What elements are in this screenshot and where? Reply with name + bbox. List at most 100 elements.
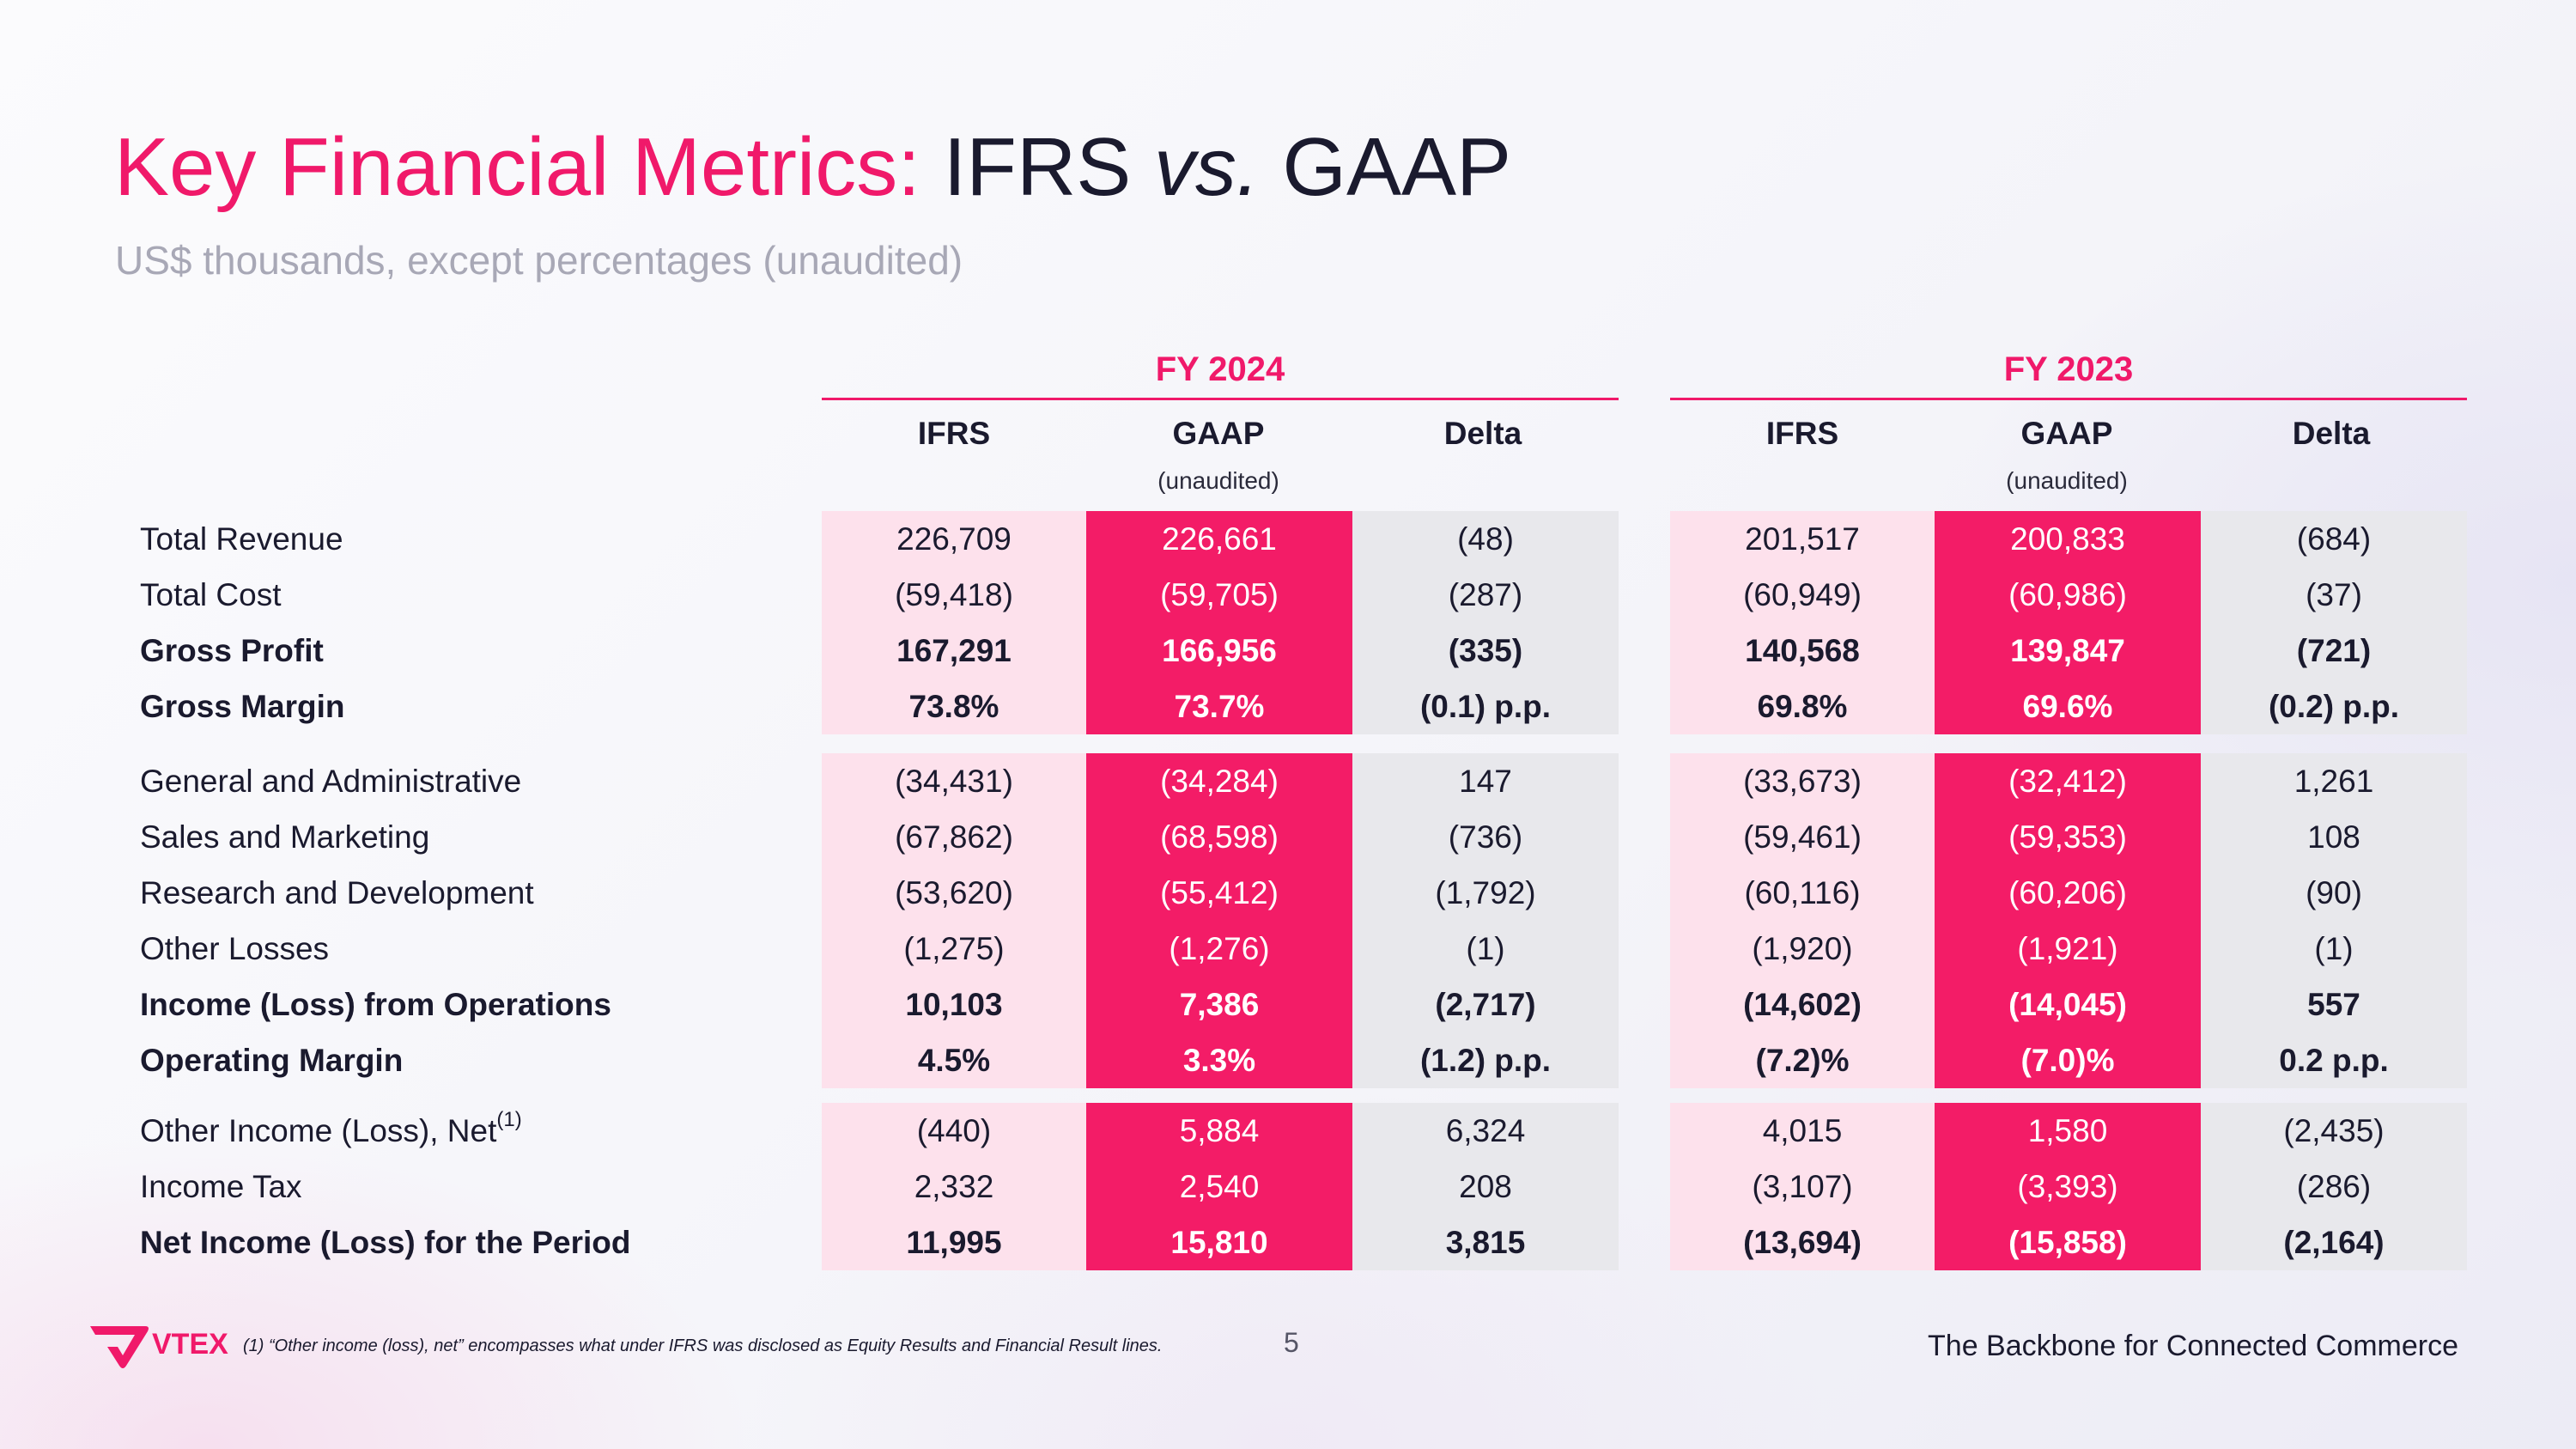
table-row: 10,103 7,386 (2,717) [822, 977, 1619, 1032]
delta-value: (90) [2306, 875, 2362, 910]
delta-column-fill [2201, 753, 2467, 1088]
delta-value: (684) [2296, 521, 2372, 557]
gaap-value: 166,956 [1162, 633, 1277, 668]
table-row: (53,620) (55,412) (1,792) [822, 865, 1619, 921]
gaap-unaudited-note: (unaudited) [2006, 467, 2128, 494]
ifrs-value: (60,116) [1744, 875, 1861, 910]
ifrs-value: 69.8% [1757, 689, 1848, 724]
ifrs-value: 140,568 [1745, 633, 1860, 668]
row-label-text: General and Administrative [140, 764, 522, 799]
table-row: 167,291 166,956 (335) [822, 623, 1619, 679]
delta-value: 108 [2307, 819, 2360, 855]
ifrs-value: 2,332 [914, 1169, 994, 1204]
gaap-value: (32,412) [2008, 764, 2127, 799]
gaap-value: (14,045) [2008, 987, 2127, 1022]
delta-value: (736) [1448, 819, 1523, 855]
col-header-gaap: GAAP [2020, 416, 2113, 451]
row-label: Other Income (Loss), Net(1) [140, 1103, 522, 1159]
table-row: (59,418) (59,705) (287) [822, 567, 1619, 623]
row-label: General and Administrative [140, 753, 521, 809]
gaap-value: 3.3% [1182, 1043, 1256, 1078]
col-header-delta: Delta [2292, 416, 2371, 451]
gaap-value: (3,393) [2017, 1169, 2118, 1204]
delta-value: (1) [2314, 931, 2354, 966]
delta-value: (1,792) [1435, 875, 1536, 910]
ifrs-value: (34,431) [895, 764, 1013, 799]
table-row: (3,107) (3,393) (286) [1670, 1159, 2467, 1215]
row-label-text: Income Tax [140, 1169, 302, 1204]
row-label: Net Income (Loss) for the Period [140, 1215, 631, 1270]
gaap-value: (55,412) [1160, 875, 1279, 910]
delta-value: (335) [1448, 633, 1523, 668]
delta-value: 3,815 [1445, 1225, 1526, 1260]
gaap-value: 15,810 [1170, 1225, 1268, 1260]
table-row: (34,431) (34,284) 147 [822, 753, 1619, 809]
gaap-column-fill [1935, 753, 2201, 1088]
delta-column-fill [1352, 511, 1619, 734]
gaap-column-fill [1935, 1103, 2201, 1270]
row-label-text: Net Income (Loss) for the Period [140, 1225, 631, 1260]
row-label: Total Cost [140, 567, 282, 623]
col-header-gaap: GAAP [1172, 416, 1265, 451]
ifrs-column-fill [822, 753, 1086, 1088]
gaap-value: (1,921) [2017, 931, 2118, 966]
gaap-value: 69.6% [2022, 689, 2113, 724]
gaap-value: (60,206) [2008, 875, 2127, 910]
table-row: (60,116) (60,206) (90) [1670, 865, 2467, 921]
row-label-text: Research and Development [140, 875, 534, 910]
gaap-value: 7,386 [1179, 987, 1260, 1022]
ifrs-value: (67,862) [895, 819, 1013, 855]
row-label: Gross Margin [140, 679, 345, 734]
ifrs-value: 201,517 [1745, 521, 1860, 557]
ifrs-column-fill [822, 511, 1086, 734]
ifrs-value: (53,620) [895, 875, 1013, 910]
gaap-value: 226,661 [1162, 521, 1277, 557]
col-header-ifrs: IFRS [1765, 416, 1839, 451]
row-label-text: Total Revenue [140, 521, 343, 557]
ifrs-column-fill [1670, 753, 1935, 1088]
ifrs-value: (1,275) [903, 931, 1005, 966]
table-row: 4.5% 3.3% (1.2) p.p. [822, 1032, 1619, 1088]
gaap-value: 139,847 [2010, 633, 2125, 668]
gaap-value: 5,884 [1179, 1113, 1260, 1148]
row-label-text: Gross Profit [140, 633, 324, 668]
title-ifrs: IFRS [943, 121, 1132, 213]
footnote: (1) “Other income (loss), net” encompass… [243, 1336, 1163, 1355]
table-row: 140,568 139,847 (721) [1670, 623, 2467, 679]
delta-value: (286) [2296, 1169, 2372, 1204]
delta-value: (0.2) p.p. [2268, 689, 2400, 724]
year-heading: FY 2024 [1155, 350, 1285, 388]
delta-value: (37) [2306, 577, 2362, 612]
row-label-text: Total Cost [140, 577, 282, 612]
title-main: Key Financial Metrics: [114, 121, 920, 213]
row-label-text: Operating Margin [140, 1043, 404, 1078]
ifrs-value: 10,103 [905, 987, 1003, 1022]
col-header-delta: Delta [1443, 416, 1522, 451]
ifrs-value: (440) [916, 1113, 992, 1148]
gaap-value: (59,705) [1160, 577, 1279, 612]
title-vs: vs. [1153, 121, 1260, 213]
gaap-value: 73.7% [1174, 689, 1265, 724]
table-row: (14,602) (14,045) 557 [1670, 977, 2467, 1032]
gaap-value: (60,986) [2008, 577, 2127, 612]
row-label-text: Sales and Marketing [140, 819, 430, 855]
table-row: (33,673) (32,412) 1,261 [1670, 753, 2467, 809]
delta-column-fill [1352, 753, 1619, 1088]
table-row: 2,332 2,540 208 [822, 1159, 1619, 1215]
row-label: Operating Margin [140, 1032, 403, 1088]
table-row: 69.8% 69.6% (0.2) p.p. [1670, 679, 2467, 734]
ifrs-value: (60,949) [1743, 577, 1862, 612]
year-underline [1670, 398, 2467, 400]
table-row: 201,517 200,833 (684) [1670, 511, 2467, 567]
ifrs-value: (7.2)% [1755, 1043, 1850, 1078]
ifrs-column-fill [822, 1103, 1086, 1270]
row-label-text: Other Income (Loss), Net [140, 1113, 497, 1148]
delta-value: (2,435) [2283, 1113, 2385, 1148]
delta-value: 1,261 [2293, 764, 2374, 799]
ifrs-value: 4.5% [917, 1043, 991, 1078]
gaap-unaudited-note: (unaudited) [1157, 467, 1279, 494]
ifrs-value: (59,461) [1743, 819, 1862, 855]
page-title: Key Financial Metrics: IFRS vs. GAAP [114, 120, 1511, 215]
delta-value: 557 [2307, 987, 2360, 1022]
gaap-value: (15,858) [2008, 1225, 2127, 1260]
